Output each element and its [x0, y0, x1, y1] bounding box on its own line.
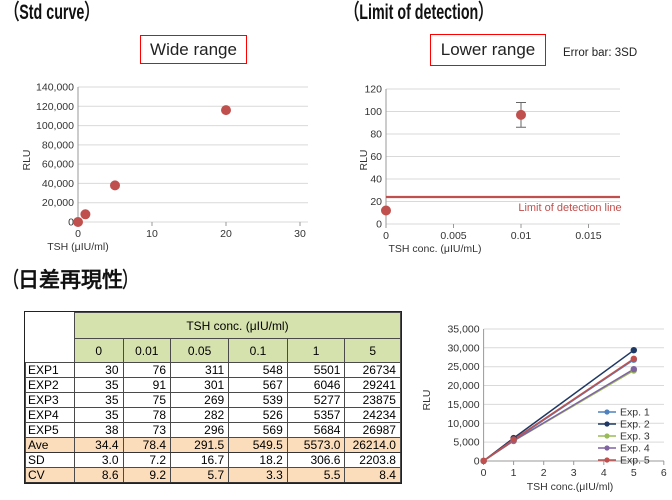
svg-text:60: 60: [370, 151, 382, 163]
svg-text:0.015: 0.015: [575, 230, 601, 242]
svg-text:30: 30: [294, 228, 306, 240]
svg-text:TSH conc.(μIU/ml): TSH conc.(μIU/ml): [527, 481, 614, 493]
svg-text:100: 100: [364, 106, 382, 118]
svg-text:10,000: 10,000: [447, 418, 479, 430]
svg-text:4: 4: [601, 467, 607, 479]
svg-text:0: 0: [376, 219, 382, 231]
svg-text:RLU: RLU: [358, 149, 370, 170]
svg-text:0.01: 0.01: [511, 230, 532, 242]
svg-text:10: 10: [146, 228, 158, 240]
svg-text:Exp. 3: Exp. 3: [620, 431, 650, 443]
svg-text:1: 1: [511, 467, 517, 479]
svg-text:5: 5: [631, 467, 637, 479]
svg-text:Exp. 2: Exp. 2: [620, 419, 650, 431]
svg-text:15,000: 15,000: [447, 399, 479, 411]
svg-text:20,000: 20,000: [447, 380, 479, 392]
svg-text:60,000: 60,000: [42, 159, 74, 171]
svg-text:40: 40: [370, 174, 382, 186]
svg-text:Exp. 4: Exp. 4: [620, 443, 650, 455]
svg-text:40,000: 40,000: [42, 178, 74, 190]
svg-text:120: 120: [364, 84, 382, 96]
svg-text:TSH conc. (μIU/mL): TSH conc. (μIU/mL): [389, 243, 482, 255]
svg-text:80: 80: [370, 129, 382, 141]
svg-text:120,000: 120,000: [36, 101, 74, 113]
svg-text:25,000: 25,000: [447, 361, 479, 373]
svg-text:6: 6: [661, 467, 667, 479]
svg-text:RLU: RLU: [421, 389, 433, 410]
svg-text:20,000: 20,000: [42, 197, 74, 209]
svg-text:0: 0: [383, 230, 389, 242]
svg-text:20: 20: [220, 228, 232, 240]
svg-text:RLU: RLU: [21, 149, 33, 170]
svg-text:5,000: 5,000: [453, 437, 479, 449]
svg-text:20: 20: [370, 196, 382, 208]
svg-text:0: 0: [474, 456, 480, 468]
svg-text:30,000: 30,000: [447, 342, 479, 354]
svg-text:100,000: 100,000: [36, 120, 74, 132]
svg-text:Exp. 5: Exp. 5: [620, 455, 650, 467]
svg-text:2: 2: [541, 467, 547, 479]
svg-text:3: 3: [571, 467, 577, 479]
svg-text:35,000: 35,000: [447, 324, 479, 336]
svg-text:0.005: 0.005: [440, 230, 466, 242]
svg-text:Exp. 1: Exp. 1: [620, 407, 650, 419]
svg-text:80,000: 80,000: [42, 139, 74, 151]
svg-text:140,000: 140,000: [36, 82, 74, 94]
svg-text:Limit of detection line: Limit of detection line: [518, 202, 621, 214]
svg-text:0: 0: [75, 228, 81, 240]
svg-text:0: 0: [481, 467, 487, 479]
svg-text:TSH (μIU/ml): TSH (μIU/ml): [47, 241, 108, 253]
